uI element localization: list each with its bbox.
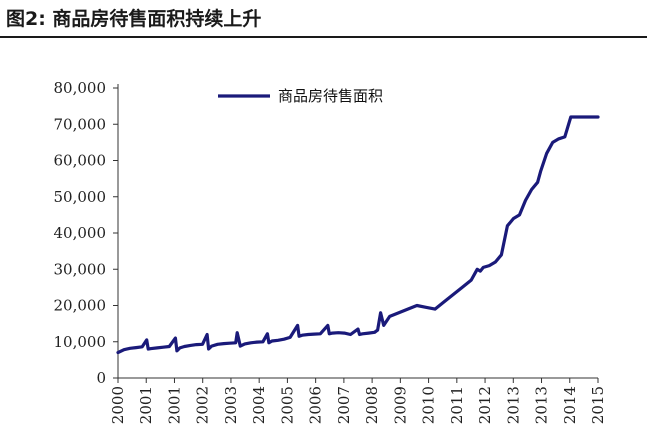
x-tick-label: 2012 (476, 386, 494, 424)
y-tick-label: 40,000 (54, 224, 107, 242)
series-line (116, 115, 600, 355)
y-tick-label: 10,000 (54, 333, 107, 351)
x-tick-label: 2011 (448, 386, 466, 424)
series-group (116, 115, 600, 355)
x-tick-label: 2001 (137, 386, 155, 424)
y-tick-label: 50,000 (54, 188, 107, 206)
x-tick-label: 2006 (307, 386, 325, 424)
y-axis-ticks: 0 10,000 20,000 30,000 40,000 50,000 60,000 70,… (54, 79, 118, 387)
x-axis-ticks: 2000 2001 2001 2002 2003 2004 2005 2006 2007 2008… (109, 378, 607, 424)
y-tick-label: 20,000 (54, 297, 107, 315)
figure-title: 图2: 商品房待售面积持续上升 (6, 8, 262, 30)
x-tick-label: 2008 (363, 386, 381, 424)
x-tick-label: 2003 (222, 386, 240, 424)
title-divider (0, 36, 647, 38)
x-tick-label: 2002 (194, 386, 212, 424)
x-tick-label: 2015 (589, 386, 607, 424)
y-tick-label: 80,000 (54, 79, 107, 97)
x-tick-label: 2013 (533, 386, 551, 424)
y-tick-label: 60,000 (54, 152, 107, 170)
x-tick-label: 2009 (391, 386, 409, 424)
x-tick-label: 2001 (165, 386, 183, 424)
x-tick-label: 2014 (561, 386, 579, 424)
x-tick-label: 2013 (504, 386, 522, 424)
y-tick-label: 70,000 (54, 115, 107, 133)
y-tick-label: 30,000 (54, 260, 107, 278)
x-tick-label: 2010 (420, 386, 438, 424)
axes (117, 84, 598, 379)
y-tick-label: 0 (96, 369, 106, 387)
legend-label: 商品房待售面积 (278, 87, 383, 105)
x-tick-label: 2005 (278, 386, 296, 424)
legend: 商品房待售面积 (218, 87, 383, 105)
x-tick-label: 2000 (109, 386, 127, 424)
x-tick-label: 2004 (250, 386, 268, 424)
x-tick-label: 2007 (335, 386, 353, 424)
